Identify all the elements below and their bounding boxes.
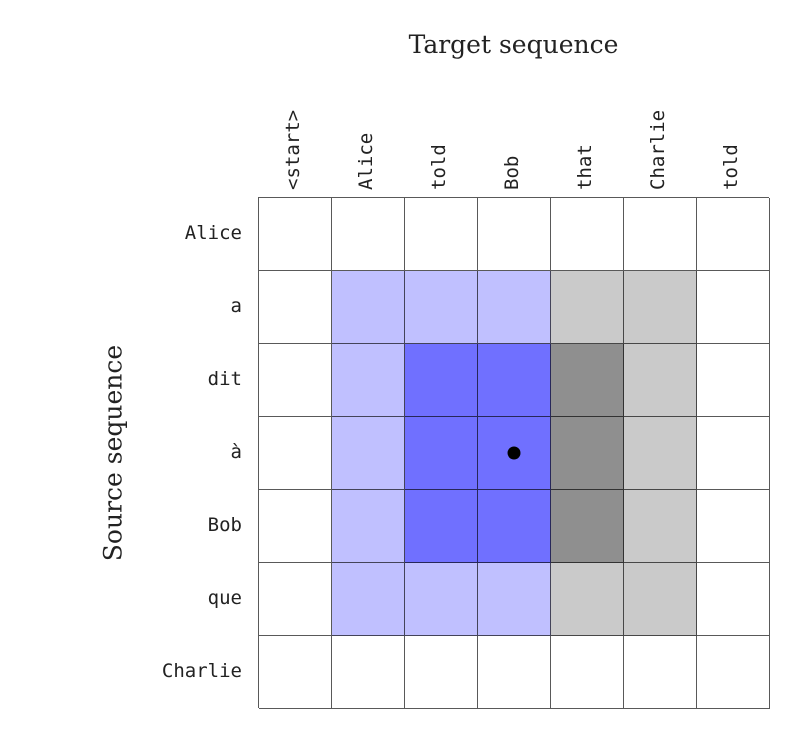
grid-cell — [259, 490, 332, 563]
target-token-text: <start> — [282, 109, 304, 190]
grid-cell — [259, 636, 332, 709]
grid-cell — [405, 636, 478, 709]
grid-cell — [551, 271, 624, 344]
grid-cell — [405, 344, 478, 417]
grid-cell — [551, 563, 624, 636]
grid-cell — [405, 198, 478, 271]
alignment-grid — [258, 197, 770, 709]
target-sequence-title: Target sequence — [408, 30, 619, 59]
target-token-label: Bob — [477, 0, 550, 190]
grid-cell — [478, 271, 551, 344]
grid-cell — [551, 198, 624, 271]
grid-cell — [332, 271, 405, 344]
grid-cell — [405, 490, 478, 563]
grid-cell — [624, 490, 697, 563]
grid-cell — [259, 198, 332, 271]
grid-cell — [697, 271, 770, 344]
target-token-text: told — [720, 144, 742, 190]
target-token-text: Charlie — [647, 109, 669, 190]
grid-cell — [624, 198, 697, 271]
grid-cell — [332, 490, 405, 563]
grid-cell — [697, 344, 770, 417]
focus-dot-icon — [507, 446, 521, 460]
target-token-text: Alice — [355, 132, 377, 190]
source-token-label: que — [207, 587, 242, 609]
grid-cell — [332, 563, 405, 636]
grid-cell — [697, 417, 770, 490]
grid-cell — [624, 271, 697, 344]
source-token-label: Charlie — [161, 660, 242, 682]
target-token-label: told — [404, 0, 477, 190]
target-token-label: Charlie — [623, 0, 696, 190]
target-token-text: that — [574, 144, 596, 190]
source-token-label: Bob — [207, 514, 242, 536]
grid-cell — [332, 344, 405, 417]
grid-cell — [478, 563, 551, 636]
grid-cell — [332, 417, 405, 490]
target-token-text: told — [428, 144, 450, 190]
grid-cell — [259, 417, 332, 490]
grid-cell — [697, 563, 770, 636]
grid-cell — [478, 417, 551, 490]
grid-cell — [551, 344, 624, 417]
grid-cell — [551, 636, 624, 709]
target-token-label: Alice — [331, 0, 404, 190]
grid-cell — [697, 636, 770, 709]
grid-cell — [478, 344, 551, 417]
source-token-label: Alice — [184, 222, 242, 244]
grid-cell — [478, 636, 551, 709]
grid-cell — [332, 198, 405, 271]
grid-cell — [478, 490, 551, 563]
grid-cell — [624, 563, 697, 636]
grid-cell — [624, 417, 697, 490]
source-token-label: a — [230, 295, 242, 317]
grid-cell — [405, 417, 478, 490]
grid-cell — [259, 344, 332, 417]
source-token-label: dit — [207, 368, 242, 390]
grid-cell — [624, 636, 697, 709]
target-token-label: <start> — [258, 0, 331, 190]
target-token-label: that — [550, 0, 623, 190]
grid-cell — [259, 563, 332, 636]
grid-cell — [551, 417, 624, 490]
grid-cell — [332, 636, 405, 709]
grid-cell — [478, 198, 551, 271]
grid-cell — [697, 490, 770, 563]
grid-cell — [405, 271, 478, 344]
target-token-label: told — [696, 0, 769, 190]
grid-cell — [624, 344, 697, 417]
grid-cell — [405, 563, 478, 636]
target-token-text: Bob — [501, 155, 523, 190]
grid-cell — [259, 271, 332, 344]
source-sequence-title: Source sequence — [98, 344, 128, 562]
source-token-label: à — [230, 441, 242, 463]
grid-cell — [551, 490, 624, 563]
grid-cell — [697, 198, 770, 271]
